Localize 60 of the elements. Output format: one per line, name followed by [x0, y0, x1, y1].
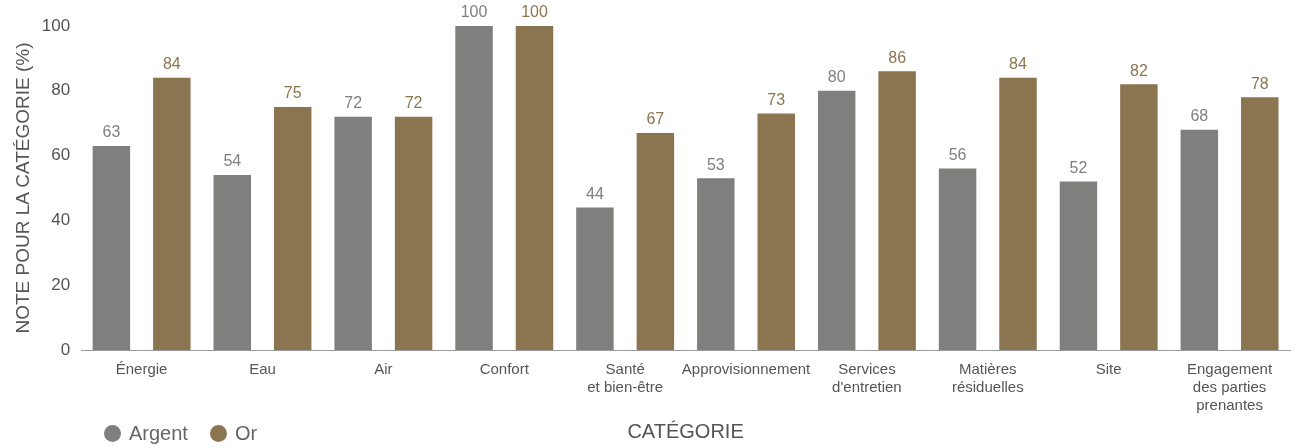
x-tick-label: Énergie: [115, 360, 168, 378]
x-tick-label: Eau: [249, 360, 276, 378]
data-label: 78: [1250, 74, 1269, 92]
data-label: 72: [404, 94, 423, 112]
data-label: 63: [102, 123, 121, 141]
data-label: 68: [1190, 107, 1209, 125]
bar: [636, 132, 675, 350]
y-tick-label: 60: [51, 145, 71, 165]
x-tick-label: Services d'entretien: [832, 360, 902, 396]
bar: [1059, 181, 1098, 350]
bar: [334, 116, 372, 350]
data-label: 44: [586, 184, 604, 202]
data-label: 53: [706, 155, 725, 173]
data-label: 67: [646, 110, 665, 128]
data-label: 54: [223, 152, 242, 170]
bar: [273, 107, 312, 350]
x-tick-label: Santé et bien-être: [587, 360, 664, 396]
bar: [213, 175, 252, 350]
bar: [938, 168, 977, 350]
y-tick-label: 20: [51, 274, 71, 294]
bar: [394, 116, 433, 350]
data-label: 84: [162, 55, 181, 73]
x-axis-title: CATÉGORIE: [627, 419, 744, 442]
x-tick-label: Confort: [479, 360, 530, 378]
data-label: 72: [344, 94, 363, 112]
legend-label: Argent: [129, 422, 188, 445]
bar: [697, 178, 735, 350]
legend-label: Or: [234, 422, 258, 445]
bar: [153, 77, 191, 350]
data-label: 100: [460, 3, 488, 21]
data-label: 84: [1009, 55, 1028, 73]
bar: [757, 113, 795, 350]
x-tick-label: Air: [374, 360, 393, 378]
y-tick-label: 100: [41, 15, 71, 35]
data-label: 86: [888, 48, 907, 66]
data-label: 80: [827, 68, 846, 86]
bar: [999, 77, 1037, 350]
x-tick-label: Engagement des parties prenantes: [1187, 360, 1273, 414]
y-axis-title: NOTE POUR LA CATÉGORIE (%): [11, 42, 33, 334]
x-tick-label: Site: [1095, 360, 1122, 378]
x-tick-label: Matières résiduelles: [951, 360, 1024, 396]
bar: [817, 90, 856, 350]
y-tick-label: 0: [60, 339, 71, 359]
bar: [878, 71, 916, 350]
x-tick-label: Approvisionnement: [681, 360, 812, 378]
bar: [92, 145, 131, 350]
bar: [1120, 84, 1158, 350]
data-label: 75: [283, 84, 302, 102]
data-label: 82: [1130, 61, 1148, 79]
y-tick-label: 40: [51, 210, 71, 230]
bar: [1241, 97, 1279, 350]
data-label: 73: [767, 90, 786, 108]
data-label: 56: [948, 145, 967, 163]
bar: [515, 26, 554, 350]
bar: [455, 26, 493, 350]
data-label: 52: [1069, 158, 1088, 176]
y-tick-label: 80: [51, 80, 71, 100]
data-label: 100: [521, 3, 548, 21]
bar: [576, 207, 614, 350]
bar: [1180, 129, 1219, 350]
